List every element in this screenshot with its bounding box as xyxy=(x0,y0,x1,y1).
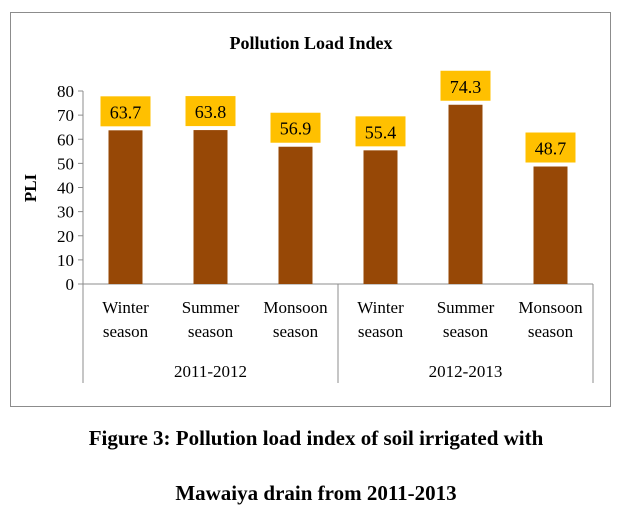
figure-caption-line-2: Mawaiya drain from 2011-2013 xyxy=(175,481,457,505)
data-label: 55.4 xyxy=(365,122,397,142)
x-category-label: Winter xyxy=(357,298,404,317)
chart-frame xyxy=(10,12,611,407)
y-tick-label: 30 xyxy=(57,203,74,222)
data-label-box xyxy=(355,116,406,147)
bar xyxy=(108,130,143,284)
data-label: 56.9 xyxy=(280,119,312,139)
bar xyxy=(533,166,568,284)
x-category-label: season xyxy=(188,322,234,341)
x-category-label: Winter xyxy=(102,298,149,317)
data-label: 48.7 xyxy=(535,139,567,159)
bar xyxy=(363,150,398,284)
data-label: 63.8 xyxy=(195,102,227,122)
y-tick-label: 10 xyxy=(57,251,74,270)
bar xyxy=(448,104,483,284)
data-label-box xyxy=(100,96,151,127)
x-category-label: season xyxy=(273,322,319,341)
y-axis-label: PLI xyxy=(21,173,40,202)
data-label-box xyxy=(185,96,236,127)
pli-bar-chart: Pollution Load Index PLI 0 10 20 30 40 50 60 70 80… xyxy=(21,33,594,383)
data-label-box xyxy=(270,112,321,143)
x-category-label: Monsoon xyxy=(263,298,328,317)
y-tick-label: 80 xyxy=(57,82,74,101)
x-group-label: 2011-2012 xyxy=(174,362,247,381)
y-tick-label: 70 xyxy=(57,106,74,125)
bar xyxy=(193,130,228,284)
x-category-label: season xyxy=(103,322,149,341)
chart-title: Pollution Load Index xyxy=(229,33,392,53)
x-category-label: Summer xyxy=(182,298,240,317)
figure-caption-line-1: Figure 3: Pollution load index of soil i… xyxy=(88,426,544,450)
x-category-label: Summer xyxy=(437,298,495,317)
data-label-box xyxy=(525,132,576,163)
data-label-box xyxy=(440,70,491,101)
bar xyxy=(278,146,313,284)
x-category-label: season xyxy=(358,322,404,341)
y-tick-label: 0 xyxy=(66,275,75,294)
x-category-label: Monsoon xyxy=(518,298,583,317)
x-group-label: 2012-2013 xyxy=(429,362,503,381)
y-tick-label: 50 xyxy=(57,154,74,173)
y-tick-label: 60 xyxy=(57,130,74,149)
x-category-label: season xyxy=(443,322,489,341)
data-label: 63.7 xyxy=(110,102,142,122)
x-category-label: season xyxy=(528,322,574,341)
y-tick-label: 40 xyxy=(57,179,74,198)
data-label: 74.3 xyxy=(450,77,482,97)
y-tick-label: 20 xyxy=(57,227,74,246)
